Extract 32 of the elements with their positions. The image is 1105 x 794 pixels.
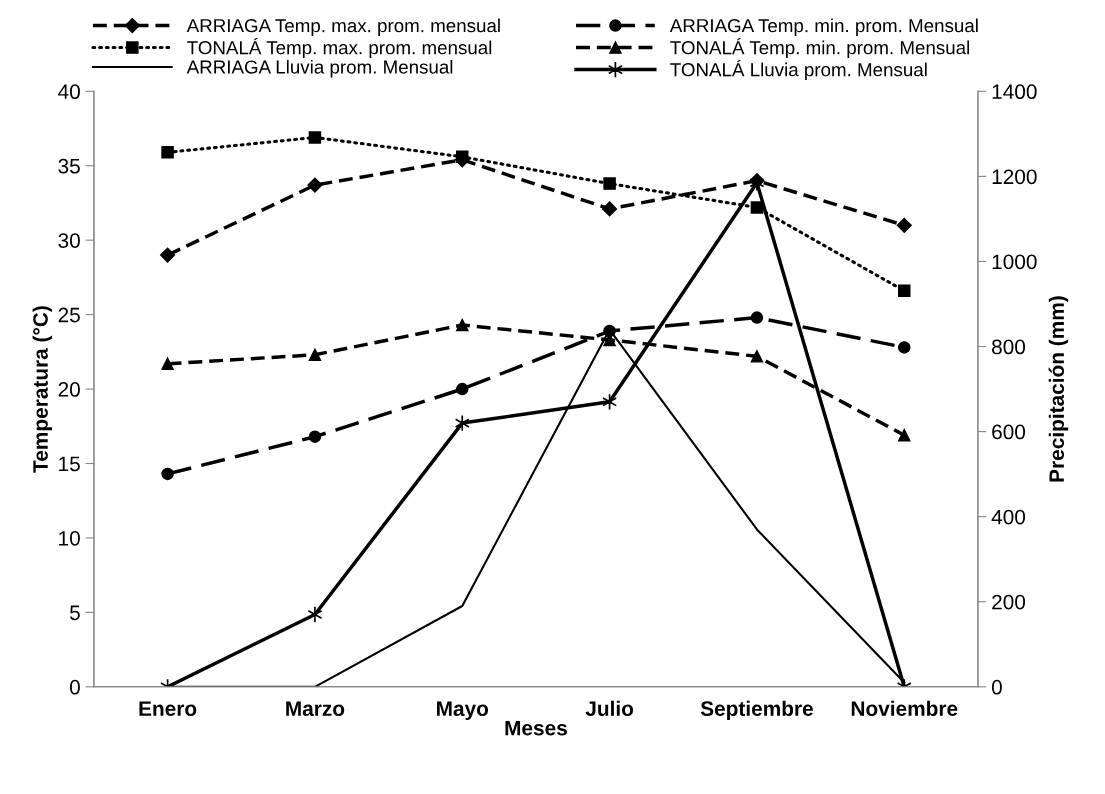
x-tick-label: Marzo <box>286 701 345 716</box>
y2-tick-label: 1400 <box>992 84 1037 100</box>
y-tick-label: 5 <box>69 605 80 621</box>
x-tick-label: Julio <box>585 700 634 716</box>
legend-label: TONALÁ Temp. min. prom. Mensual <box>670 37 969 59</box>
legend-label: ARRIAGA Temp. max. prom. mensual <box>186 18 500 37</box>
y2-axis-title: Precipitación (mm) <box>1048 296 1069 482</box>
x-tick-label: Septiembre <box>700 700 813 721</box>
x-tick-label: Mayo <box>437 701 489 721</box>
x-tick-label: Noviembre <box>851 700 958 716</box>
y2-tick-label: 600 <box>992 424 1026 440</box>
y2-tick-label: 200 <box>992 594 1026 610</box>
legend-label: TONALÁ Lluvia prom. Mensual <box>670 59 927 81</box>
y-axis-title: Temperatura (°C) <box>32 306 52 473</box>
y-tick-label: 10 <box>59 530 80 546</box>
legend-label: TONALÁ Temp. max. prom. mensual <box>187 37 492 59</box>
y2-tick-label: 800 <box>992 339 1026 355</box>
y2-tick-label: 1200 <box>992 169 1037 185</box>
y-tick-label: 40 <box>58 84 80 100</box>
y2-tick-label: 1000 <box>992 254 1037 270</box>
x-axis-title: Meses <box>505 720 567 736</box>
y-tick-label: 15 <box>59 456 80 472</box>
y2-tick-label: 0 <box>991 679 1002 695</box>
y-tick-label: 0 <box>69 679 80 695</box>
y2-tick-label: 400 <box>991 509 1026 525</box>
y-tick-label: 30 <box>58 233 80 248</box>
x-tick-label: Enero <box>139 701 197 716</box>
y-tick-label: 25 <box>58 307 80 323</box>
legend-label: ARRIAGA Lluvia prom. Mensual <box>186 59 453 78</box>
y-tick-label: 35 <box>58 158 80 174</box>
legend-label: ARRIAGA Temp. min. prom. Mensual <box>669 18 978 37</box>
y-tick-label: 20 <box>58 382 80 397</box>
